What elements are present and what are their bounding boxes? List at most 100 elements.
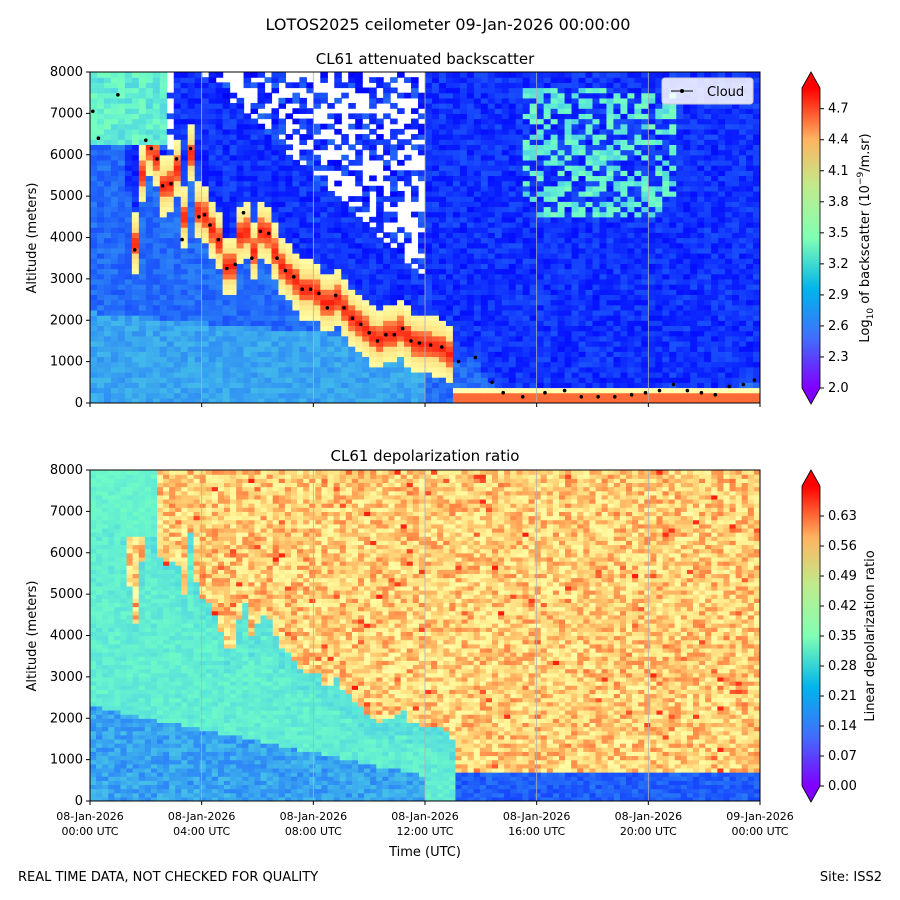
depolarization-colorbar-label: Linear depolarization ratio — [863, 550, 878, 721]
legend-entry-cloud: Cloud — [707, 85, 744, 100]
colorbar-extend-bottom — [802, 786, 820, 802]
cloud-point — [174, 157, 179, 161]
y-tick-label: 6000 — [50, 546, 83, 561]
y-tick-label: 8000 — [50, 65, 83, 80]
cloud-point — [350, 316, 355, 321]
cloud-point — [342, 306, 346, 310]
backscatter-plot-area — [90, 72, 760, 403]
cloud-point — [384, 332, 388, 337]
x-axis-label: Time (UTC) — [388, 845, 461, 860]
cloud-point — [417, 341, 422, 345]
x-tick-label: 16:00 UTC — [508, 825, 565, 838]
cloud-point — [713, 392, 718, 397]
y-tick-label: 4000 — [50, 629, 83, 644]
colorbar-tick-label: 2.0 — [828, 381, 849, 396]
colorbar-tick-label: 0.35 — [828, 629, 857, 644]
depolarization-title: CL61 depolarization ratio — [331, 447, 520, 465]
colorbar-tick-label: 3.8 — [828, 195, 849, 210]
y-tick-label: 3000 — [50, 670, 83, 685]
cloud-point — [250, 256, 254, 261]
colorbar-tick-label: 3.5 — [828, 226, 849, 241]
colorbar-tick-label: 0.07 — [828, 749, 857, 764]
depolarization-y-ticks: 0 1000 2000 3000 4000 5000 6000 7000 8000 — [50, 463, 90, 809]
x-tick-label: 12:00 UTC — [396, 825, 453, 838]
colorbar-extend-top — [802, 72, 820, 88]
y-tick-label: 6000 — [50, 148, 83, 163]
cloud-point — [392, 332, 397, 337]
depolarization-plot-area — [90, 470, 760, 801]
cloud-point — [400, 326, 405, 331]
cloud-point — [428, 343, 433, 347]
cloud-series — [91, 93, 757, 399]
cloud-point — [596, 395, 600, 399]
backscatter-field — [90, 72, 760, 403]
cloud-point — [197, 215, 201, 219]
depolarization-colorbar-ticks: 0.00 0.07 0.14 0.21 0.28 0.35 0.42 0.49 0.56 0.63 — [820, 509, 857, 794]
cloud-point — [188, 146, 193, 151]
cloud-point — [180, 237, 184, 242]
cloud-point — [116, 93, 120, 97]
cloud-point — [562, 388, 567, 393]
colorbar-tick-label: 4.7 — [828, 102, 849, 117]
cloud-point — [543, 390, 547, 395]
y-tick-label: 7000 — [50, 504, 83, 519]
x-tick-label: 08-Jan-2026 — [56, 810, 124, 823]
colorbar-fill — [802, 486, 820, 786]
cloud-point — [266, 231, 271, 236]
x-tick-label: 08-Jan-2026 — [168, 810, 236, 823]
y-tick-label: 3000 — [50, 272, 83, 287]
y-tick-label: 8000 — [50, 463, 83, 478]
backscatter-colorbar-ticks: 2.0 2.3 2.6 2.9 3.2 3.5 3.8 4.1 4.4 4.7 — [820, 102, 849, 396]
colorbar-tick-label: 2.9 — [828, 288, 849, 303]
cloud-point — [473, 355, 478, 360]
cloud-point — [699, 390, 704, 395]
x-tick-label: 20:00 UTC — [620, 825, 677, 838]
cloud-point — [456, 359, 461, 364]
cloud-point — [144, 138, 148, 143]
colorbar-tick-label: 0.56 — [828, 539, 857, 554]
colorbar-tick-label: 0.14 — [828, 719, 857, 734]
cloud-point — [132, 248, 137, 252]
y-tick-label: 2000 — [50, 711, 83, 726]
cloud-point — [169, 181, 173, 186]
x-tick-label: 08-Jan-2026 — [280, 810, 348, 823]
y-tick-label: 7000 — [50, 106, 83, 121]
backscatter-title: CL61 attenuated backscatter — [316, 50, 535, 68]
cloud-point — [359, 322, 363, 327]
colorbar-tick-label: 0.21 — [828, 689, 857, 704]
x-tick-label: 08-Jan-2026 — [503, 810, 571, 823]
cloud-point — [657, 388, 662, 393]
cloud-point — [225, 266, 229, 271]
depolarization-field — [90, 470, 760, 801]
cloud-point — [409, 339, 413, 343]
backscatter-colorbar: 2.0 2.3 2.6 2.9 3.2 3.5 3.8 4.1 4.4 4.7 Log10 of … — [801, 71, 876, 405]
y-tick-label: 5000 — [50, 189, 83, 204]
cloud-point — [91, 109, 95, 114]
cloud-point — [333, 293, 338, 298]
cloud-point — [741, 382, 746, 387]
cloud-point — [685, 388, 690, 393]
cloud-point — [155, 157, 159, 161]
colorbar-extend-top — [802, 470, 820, 486]
cloud-point — [579, 395, 584, 399]
y-tick-label: 5000 — [50, 587, 83, 602]
y-tick-label: 0 — [75, 794, 83, 809]
cloud-point — [292, 275, 296, 279]
colorbar-fill — [802, 88, 820, 388]
legend-box — [661, 77, 754, 105]
colorbar-tick-label: 4.4 — [828, 133, 849, 148]
backscatter-x-ticks — [89, 403, 761, 407]
cloud-point — [671, 382, 676, 387]
legend: Cloud — [661, 77, 754, 105]
cloud-point — [501, 390, 506, 395]
cloud-point — [216, 237, 221, 242]
cloud-point — [96, 136, 101, 140]
colorbar-extend-bottom — [802, 388, 820, 404]
cloud-point — [643, 390, 648, 395]
colorbar-tick-label: 0.42 — [828, 599, 857, 614]
cloud-point — [202, 212, 207, 217]
backscatter-panel: CL61 attenuated backscatter 0 1000 2000 300… — [25, 50, 876, 411]
cloud-point — [727, 384, 732, 389]
x-tick-label: 08-Jan-2026 — [615, 810, 683, 823]
